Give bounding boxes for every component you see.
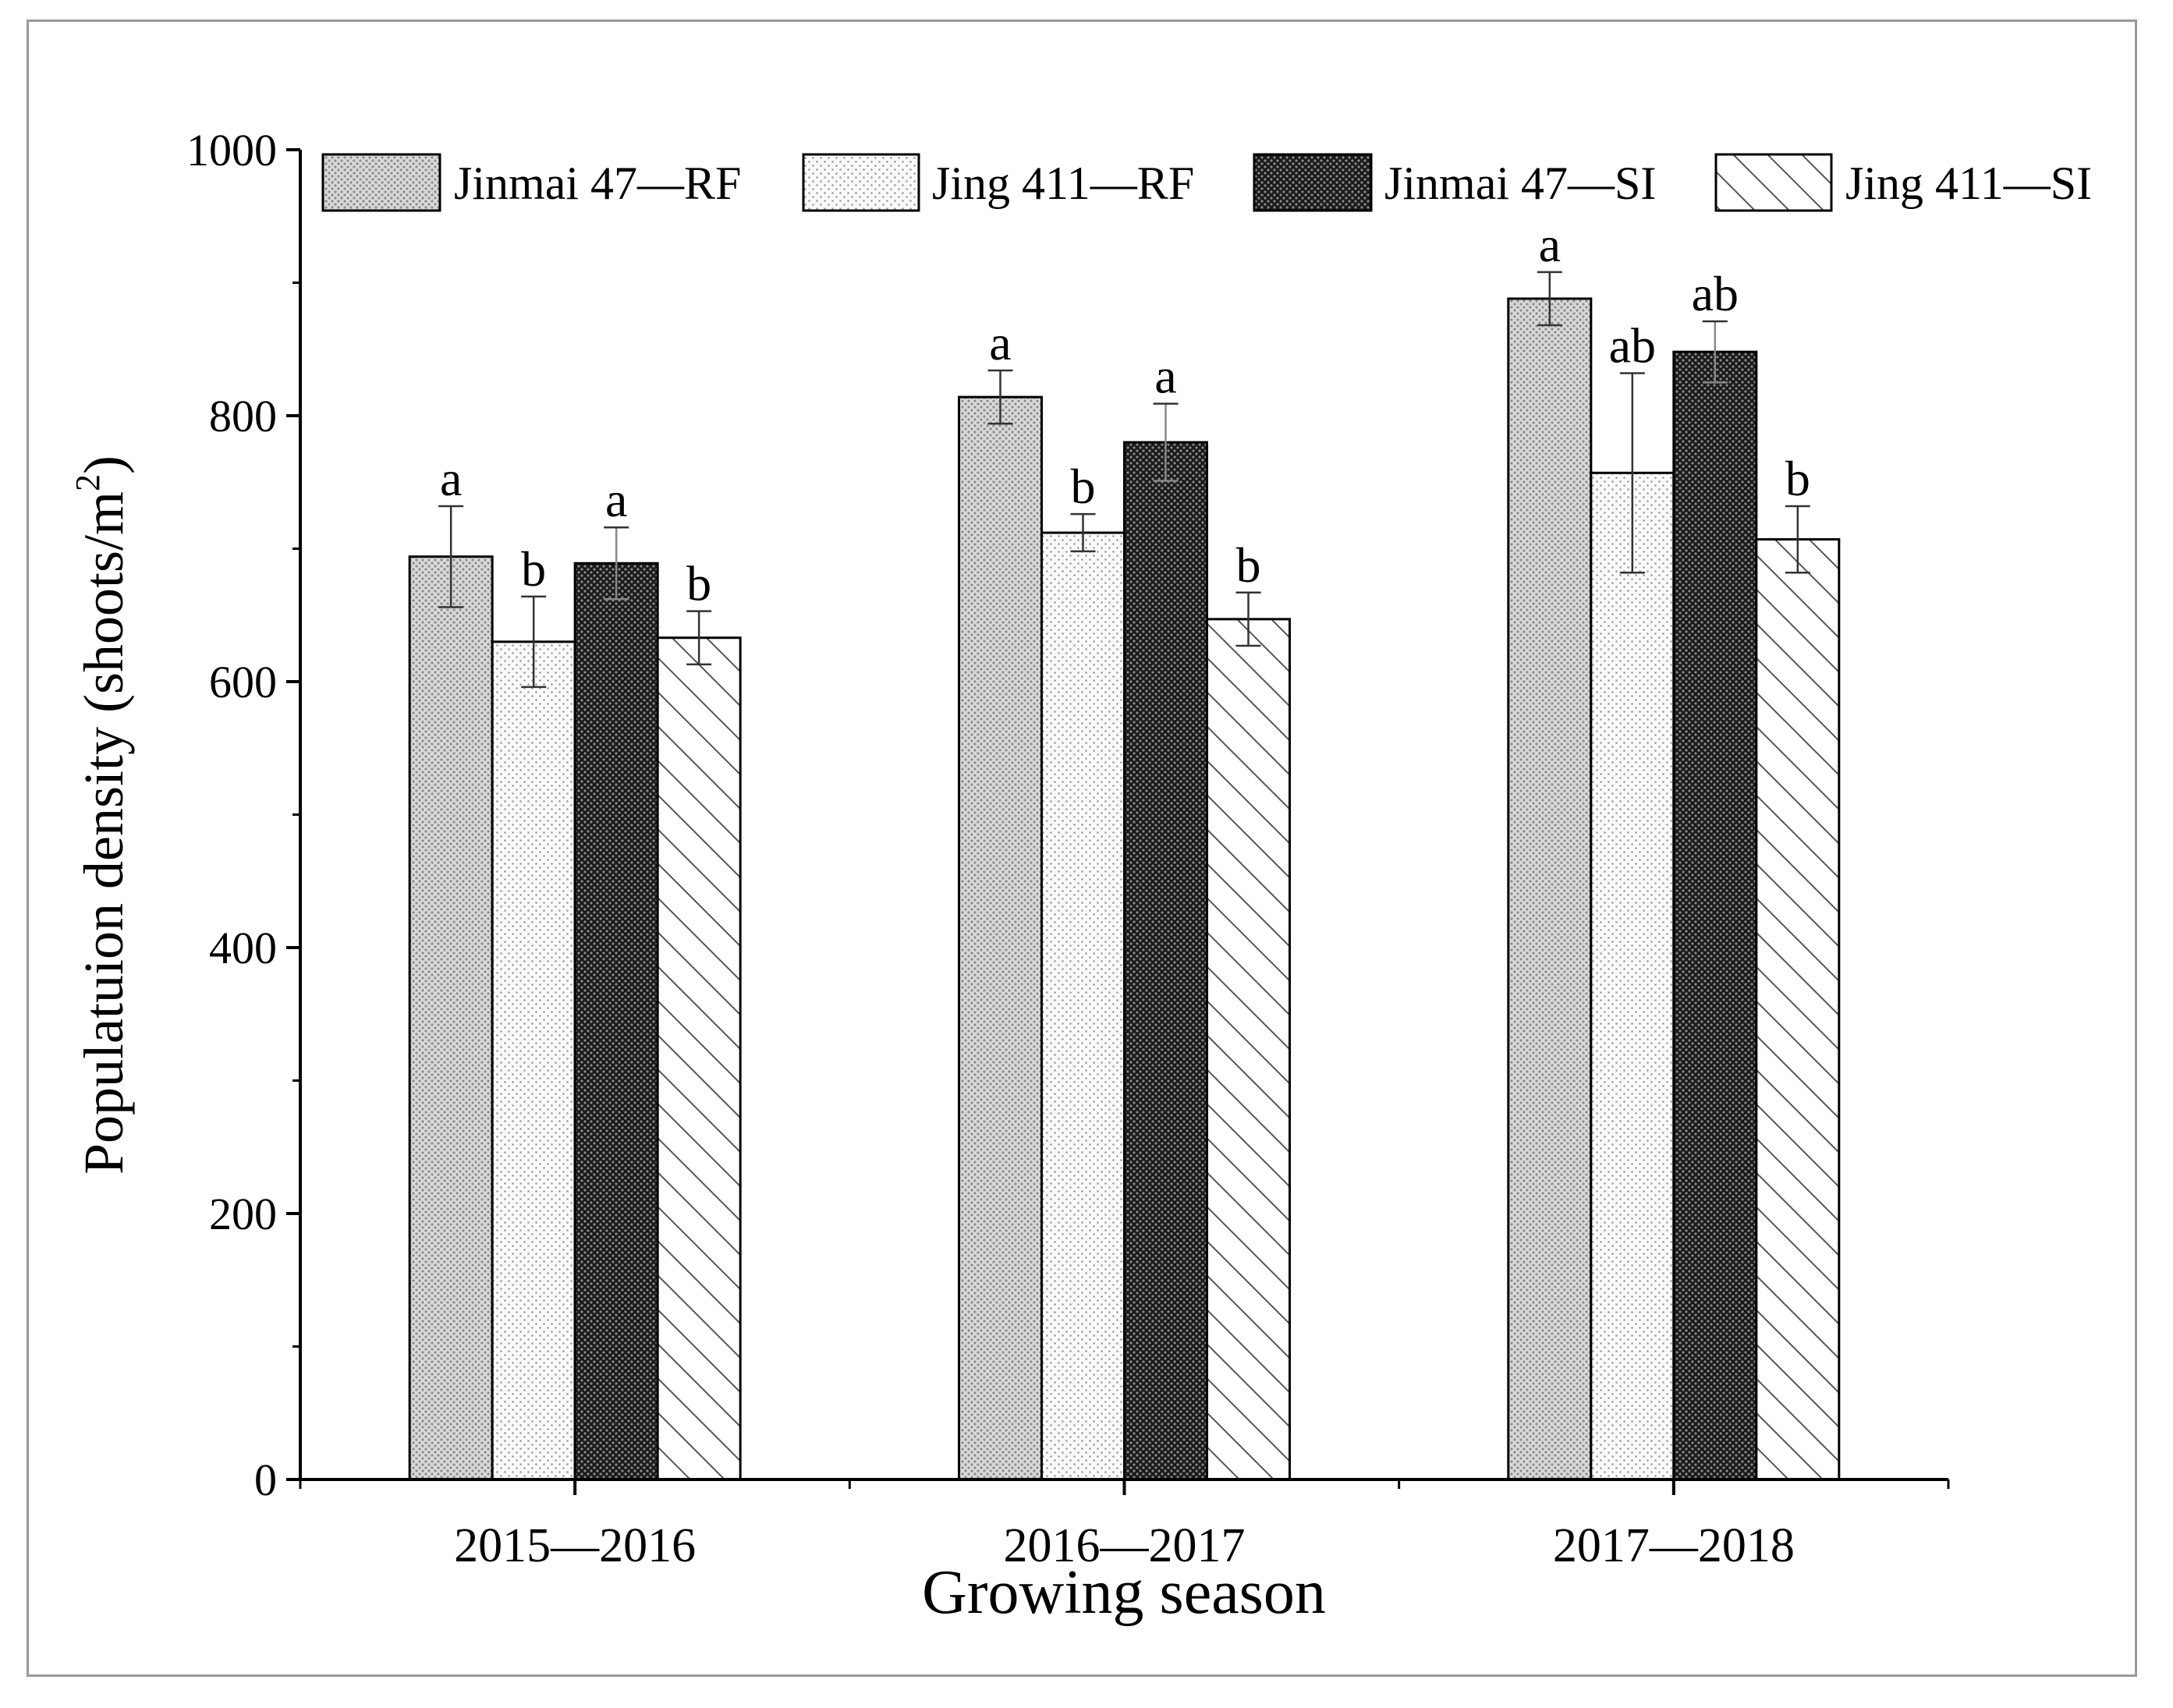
bar xyxy=(573,562,659,1481)
significance-letter: b xyxy=(1071,459,1096,514)
x-tick-label: 2015—2016 xyxy=(454,1519,696,1572)
x-tick-label: 2016—2017 xyxy=(1004,1519,1246,1572)
legend-label: Jing 411—RF xyxy=(932,158,1194,209)
significance-letter: a xyxy=(605,472,627,527)
y-tick-label: 800 xyxy=(209,391,277,441)
bar xyxy=(408,555,494,1481)
y-tick-label: 600 xyxy=(209,657,277,707)
x-ticks: 2015—2016 2016—2017 2017—2018 xyxy=(299,1479,1950,1572)
x-tick-label: 2017—2018 xyxy=(1553,1519,1795,1572)
legend-item-jing411-rf: Jing 411—RF xyxy=(802,153,1194,212)
legend-item-jinmai47-si: Jinmai 47—SI xyxy=(1253,153,1656,212)
legend-label: Jinmai 47—SI xyxy=(1384,158,1656,209)
bar xyxy=(1040,531,1125,1481)
legend: Jinmai 47—RF Jing 411—RF Jinmai 47—SI Ji… xyxy=(321,153,2092,212)
significance-letter: a xyxy=(1154,349,1176,404)
legend-item-jing411-si: Jing 411—SI xyxy=(1714,153,2092,212)
bar xyxy=(1206,618,1291,1481)
y-tick-label: 0 xyxy=(254,1455,277,1505)
legend-item-jinmai47-rf: Jinmai 47—RF xyxy=(321,153,741,212)
bar xyxy=(1123,441,1208,1481)
legend-swatch xyxy=(1714,153,1833,212)
bar xyxy=(1755,538,1841,1481)
x-axis-title: Growing season xyxy=(922,1558,1326,1627)
bar xyxy=(1672,350,1758,1481)
bar xyxy=(958,395,1043,1481)
significance-letter: a xyxy=(1539,217,1561,272)
figure-frame xyxy=(27,19,2137,1677)
bar xyxy=(656,636,742,1481)
legend-label: Jing 411—SI xyxy=(1845,158,2092,209)
significance-letter: a xyxy=(440,451,462,506)
bar xyxy=(491,640,576,1481)
significance-letter: b xyxy=(686,556,711,611)
significance-letter: b xyxy=(521,541,546,597)
y-tick-label: 200 xyxy=(209,1189,277,1239)
bar xyxy=(1590,471,1675,1481)
y-axis-title: Populatuion density (shoots/m2) xyxy=(69,455,135,1175)
significance-letter: ab xyxy=(1609,317,1656,373)
significance-letter: b xyxy=(1785,451,1810,506)
legend-swatch xyxy=(802,153,920,212)
y-tick-label: 400 xyxy=(209,923,277,973)
y-tick-label: 1000 xyxy=(186,125,277,175)
axes: 0 200 400 600 800 1000 2015—2016 2016—2017 2017… xyxy=(186,125,1950,1572)
bar xyxy=(1507,297,1593,1481)
y-ticks: 0 200 400 600 800 1000 xyxy=(186,125,300,1505)
legend-label: Jinmai 47—RF xyxy=(454,158,741,209)
significance-letter: b xyxy=(1236,537,1261,593)
legend-swatch xyxy=(1253,153,1373,212)
significance-letter: a xyxy=(989,315,1011,370)
significance-letter: ab xyxy=(1692,266,1739,321)
legend-swatch xyxy=(321,153,441,212)
